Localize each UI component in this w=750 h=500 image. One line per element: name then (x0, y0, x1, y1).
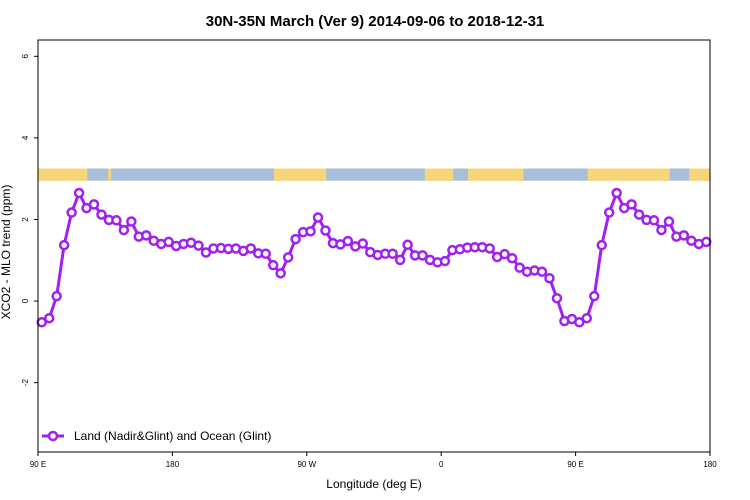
y-tick-label: 2 (21, 217, 30, 222)
data-point (163, 236, 174, 248)
chart-title: 30N-35N March (Ver 9) 2014-09-06 to 2018… (206, 13, 545, 30)
data-point (290, 233, 301, 245)
data-point (96, 209, 107, 220)
data-point (663, 216, 675, 227)
land-band-segment (468, 168, 524, 181)
ocean-band (38, 168, 710, 181)
data-point (43, 312, 55, 324)
data-point (193, 240, 204, 251)
data-point (66, 207, 77, 218)
data-point (245, 243, 257, 254)
x-tick-label: 180 (703, 460, 717, 469)
axis-ticks: 90 E 180 90 W 0 90 E 180 -2 0 2 4 6 (21, 54, 717, 469)
data-point (58, 239, 70, 251)
surface-type-band (38, 168, 710, 181)
data-point (544, 272, 555, 284)
data-point (111, 215, 122, 226)
data-point (589, 290, 600, 302)
data-point (656, 224, 667, 236)
data-point (305, 226, 316, 237)
land-band-segment (38, 168, 88, 181)
data-point (88, 199, 100, 210)
plot-frame (37, 39, 711, 453)
data-point (118, 224, 130, 236)
data-point (417, 250, 428, 261)
y-axis-label: XCO2 - MLO trend (ppm) (0, 185, 13, 320)
data-point (551, 292, 563, 304)
data-point (141, 230, 152, 241)
y-tick-label: -2 (21, 379, 30, 387)
data-point (320, 225, 331, 236)
data-point (506, 252, 518, 264)
data-point (648, 215, 660, 226)
data-point (73, 187, 85, 199)
data-point (536, 266, 548, 277)
data-point (387, 248, 398, 260)
y-tick-label: 0 (21, 298, 30, 303)
x-tick-label: 180 (166, 460, 180, 469)
data-point (126, 216, 137, 227)
data-point (402, 239, 413, 251)
data-point (574, 317, 585, 328)
data-point (260, 248, 271, 260)
data-point (633, 209, 645, 220)
data-point (514, 262, 525, 273)
data-point (484, 243, 495, 254)
data-point (342, 235, 354, 247)
legend-label: Land (Nadir&Glint) and Ocean (Glint) (74, 429, 271, 443)
legend: Land (Nadir&Glint) and Ocean (Glint) (42, 429, 271, 443)
x-tick-label: 90 E (567, 460, 583, 469)
x-tick-label: 0 (439, 460, 444, 469)
x-tick-label: 90 W (297, 460, 316, 469)
data-point (596, 239, 607, 251)
y-tick-label: 6 (21, 54, 30, 59)
data-point (394, 254, 406, 266)
data-point (678, 230, 690, 241)
data-point (701, 236, 712, 248)
data-point (200, 247, 212, 258)
data-point (275, 268, 286, 279)
land-band-segment (273, 168, 327, 181)
data-point (603, 207, 615, 218)
data-point (357, 238, 369, 249)
data-point (51, 290, 62, 302)
x-axis-label: Longitude (deg E) (326, 477, 421, 491)
data-point (267, 259, 279, 271)
y-tick-label: 4 (21, 135, 30, 140)
land-band-segment (108, 168, 112, 181)
data-point (282, 252, 294, 263)
data-point (626, 199, 637, 210)
data-point (499, 248, 510, 260)
x-tick-label: 90 E (30, 460, 46, 469)
data-point (439, 255, 451, 267)
data-point (312, 212, 324, 223)
land-band-segment (689, 168, 710, 181)
data-point (581, 312, 593, 324)
series-layer (36, 187, 712, 328)
data-point (611, 187, 622, 199)
land-band-segment (424, 168, 454, 181)
land-band-segment (587, 168, 670, 181)
legend-marker (47, 430, 59, 442)
